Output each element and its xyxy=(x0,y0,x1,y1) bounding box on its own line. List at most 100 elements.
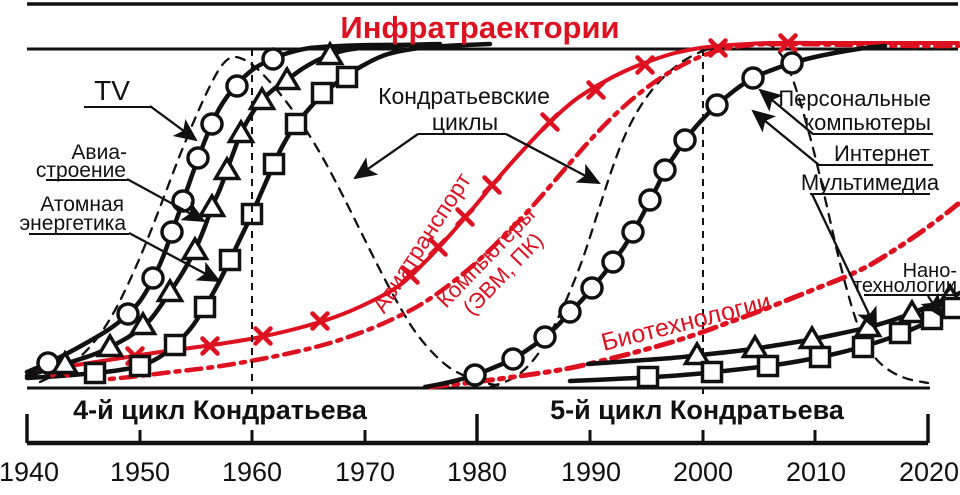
triangle-marker-multimedia xyxy=(897,298,927,324)
square-marker-nanotech xyxy=(888,321,912,345)
series-biotech xyxy=(427,201,960,390)
circle-marker-personal-computers xyxy=(601,250,625,274)
kondratiev-label-line1: Кондратьевские xyxy=(378,83,550,109)
year-label-2020: 2020 xyxy=(899,457,959,487)
x-marker-air-transport xyxy=(540,112,560,132)
triangle-marker-aviation-industry xyxy=(128,310,158,336)
nanotech-pointer-arrow xyxy=(920,292,943,318)
tv-pointer-arrow xyxy=(149,105,198,142)
x-marker-air-transport xyxy=(400,265,420,285)
timeline-axis: 1940 1950 1960 1970 1980 1990 2000 2010 2020 xyxy=(0,49,959,487)
circle-marker-personal-computers xyxy=(741,66,765,90)
square-marker-atomic-energy xyxy=(335,65,359,89)
circle-marker-personal-computers xyxy=(501,347,525,371)
circle-marker-personal-computers xyxy=(705,93,729,117)
x-marker-air-transport xyxy=(200,336,220,356)
circle-marker-personal-computers xyxy=(463,363,487,387)
tv-label: TV xyxy=(94,75,130,106)
circle-marker-personal-computers xyxy=(673,128,697,152)
triangle-marker-aviation-industry xyxy=(272,65,302,91)
triangle-marker-aviation-industry xyxy=(247,85,277,111)
year-label-2010: 2010 xyxy=(786,457,846,487)
x-marker-air-transport xyxy=(778,33,798,53)
x-marker-air-transport xyxy=(708,38,728,58)
circle-marker-tv xyxy=(200,112,224,136)
year-label-1940: 1940 xyxy=(0,457,59,487)
year-label-1970: 1970 xyxy=(335,457,395,487)
x-marker-air-transport xyxy=(428,237,448,257)
square-marker-atomic-energy xyxy=(83,361,107,385)
square-marker-nanotech xyxy=(851,335,875,359)
personal-computers-pointer-arrow xyxy=(758,88,814,135)
aviation-label-line1: Авиа- xyxy=(71,141,127,164)
circle-marker-personal-computers xyxy=(780,51,804,75)
personal-computers-label-line1: Персональные xyxy=(778,86,931,111)
circle-marker-personal-computers xyxy=(580,276,604,300)
year-label-2000: 2000 xyxy=(673,457,733,487)
chart-title: Инфратраектории xyxy=(340,10,619,45)
atomic-label-line2: энергетика xyxy=(19,212,126,235)
square-marker-atomic-energy xyxy=(193,295,217,319)
plot-series xyxy=(24,33,960,390)
annotations xyxy=(29,88,958,331)
nanotech-label-line2: технологии xyxy=(853,275,957,297)
multimedia-pointer-arrow xyxy=(810,193,878,331)
kondratiev-right-arrow xyxy=(505,132,601,185)
year-label-1960: 1960 xyxy=(222,457,282,487)
triangle-marker-aviation-industry xyxy=(95,332,125,358)
triangle-marker-aviation-industry xyxy=(155,277,185,303)
kondratiev-label-line2: циклы xyxy=(432,109,498,135)
circle-marker-tv xyxy=(171,189,195,213)
cycle4-label: 4-й цикл Кондратьева xyxy=(73,395,368,425)
square-marker-atomic-energy xyxy=(163,333,187,357)
series-personal-computers xyxy=(422,43,888,390)
square-marker-atomic-energy xyxy=(262,152,286,176)
square-marker-nanotech xyxy=(700,360,724,384)
square-marker-atomic-energy xyxy=(218,248,242,272)
x-marker-air-transport xyxy=(586,80,606,100)
triangle-marker-multimedia xyxy=(740,333,770,359)
circle-marker-personal-computers xyxy=(533,325,557,349)
kondratiev-left-arrow xyxy=(353,133,419,180)
cycle5-label: 5-й цикл Кондратьева xyxy=(550,395,845,425)
circle-marker-personal-computers xyxy=(621,220,645,244)
atomic-pointer-arrow xyxy=(128,231,221,283)
x-marker-air-transport xyxy=(635,55,655,75)
circle-marker-tv xyxy=(261,47,285,71)
circle-marker-tv xyxy=(225,74,249,98)
circle-marker-personal-computers xyxy=(653,158,677,182)
circle-marker-tv xyxy=(160,220,184,244)
x-marker-air-transport xyxy=(253,326,273,346)
internet-label: Интернет xyxy=(834,141,930,166)
nanotech-label-line1: Нано- xyxy=(903,260,957,282)
triangle-marker-aviation-industry xyxy=(50,349,80,375)
square-marker-atomic-energy xyxy=(310,81,334,105)
square-marker-nanotech xyxy=(941,296,960,320)
circle-marker-personal-computers xyxy=(638,188,662,212)
circle-marker-tv xyxy=(141,266,165,290)
personal-computers-label-line2: компьютеры xyxy=(804,110,931,135)
x-marker-air-transport xyxy=(310,311,330,331)
triangle-marker-aviation-industry xyxy=(212,155,242,181)
triangle-marker-aviation-industry xyxy=(180,235,210,261)
year-label-1950: 1950 xyxy=(110,457,170,487)
internet-pointer-arrow xyxy=(751,109,820,166)
frame xyxy=(27,2,958,390)
triangle-marker-aviation-industry xyxy=(226,118,256,144)
square-marker-nanotech xyxy=(808,345,832,369)
triangle-marker-aviation-industry xyxy=(315,40,345,66)
series-kondratiev-wave-5 xyxy=(488,42,930,389)
circle-marker-personal-computers xyxy=(558,300,582,324)
square-marker-nanotech xyxy=(636,365,660,389)
x-marker-air-transport xyxy=(455,207,475,227)
square-marker-nanotech xyxy=(756,354,780,378)
atomic-label-line1: Атомная xyxy=(40,193,124,216)
multimedia-label: Мультимедиа xyxy=(801,170,940,195)
series-computers-evm xyxy=(85,41,960,384)
square-marker-atomic-energy xyxy=(128,354,152,378)
aviation-label-line2: строение xyxy=(36,159,126,182)
year-label-1990: 1990 xyxy=(561,457,621,487)
circle-marker-tv xyxy=(116,302,140,326)
